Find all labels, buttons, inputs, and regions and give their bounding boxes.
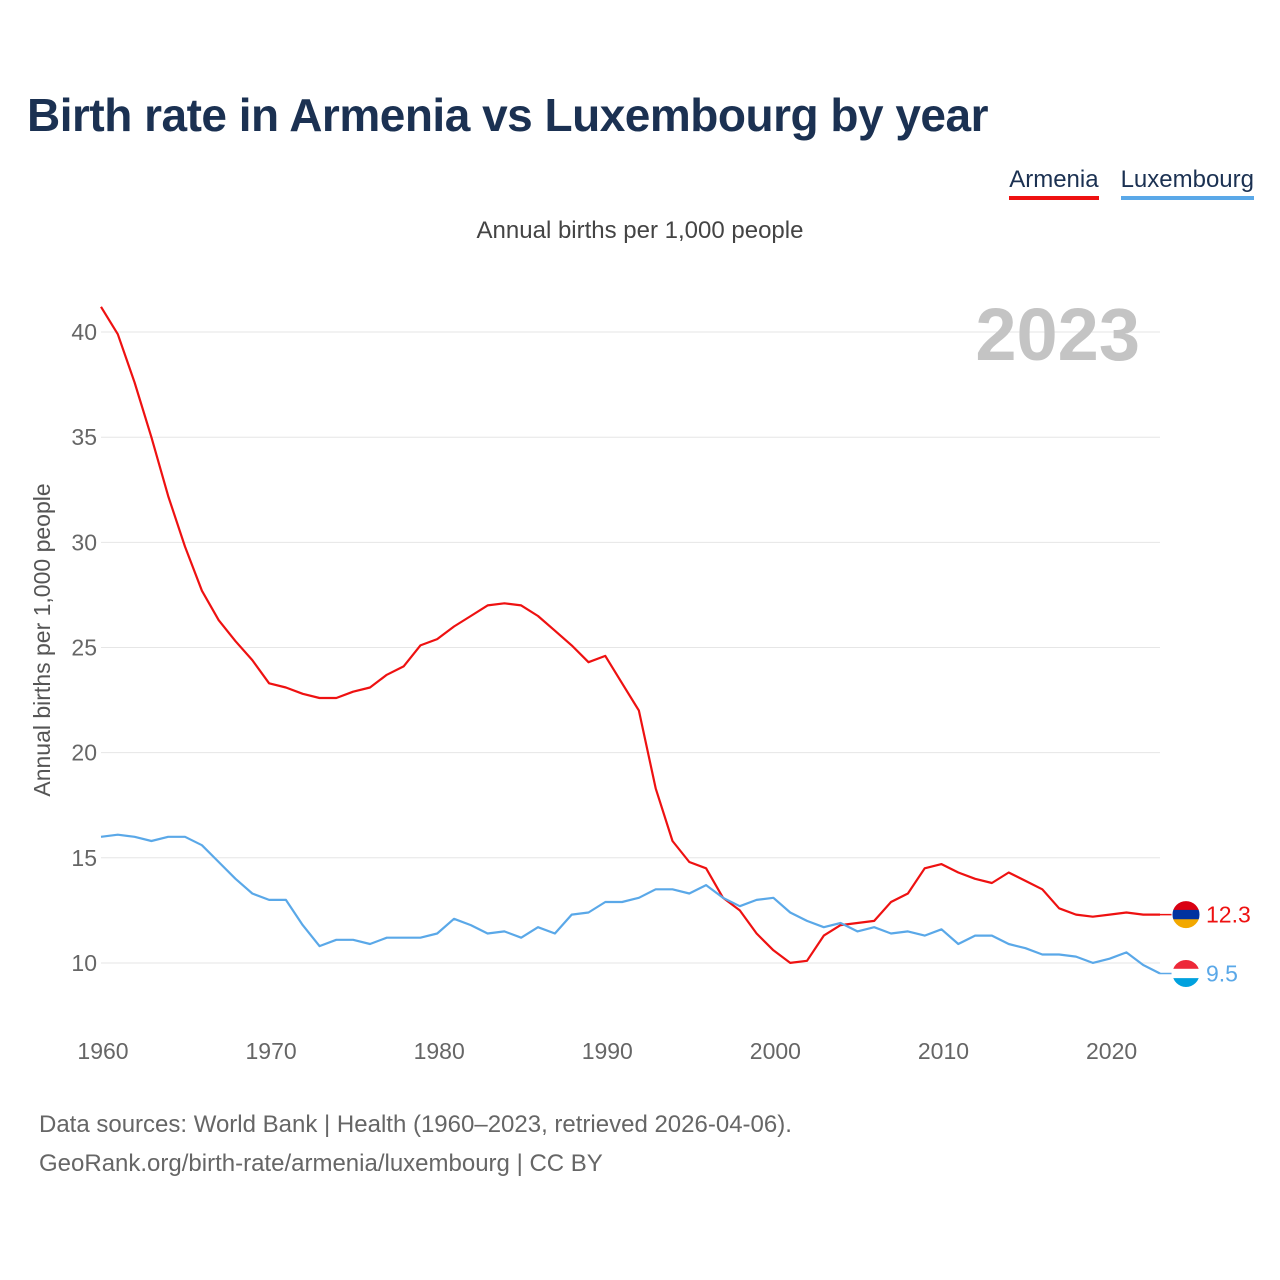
end-value-label-luxembourg: 9.5 — [1206, 960, 1238, 986]
x-tick-label: 2010 — [918, 1038, 969, 1064]
y-tick-label: 40 — [71, 319, 97, 345]
y-tick-label: 30 — [71, 529, 97, 555]
armenia-flag-ring — [1171, 900, 1201, 930]
footer: Data sources: World Bank | Health (1960–… — [39, 1105, 792, 1183]
luxembourg-flag-icon — [1172, 959, 1200, 988]
x-tick-label: 1990 — [582, 1038, 633, 1064]
series-line-luxembourg[interactable] — [100, 833, 1161, 975]
footer-sources: Data sources: World Bank | Health (1960–… — [39, 1111, 792, 1138]
y-axis-label: Annual births per 1,000 people — [29, 483, 55, 796]
y-tick-label: 25 — [71, 635, 97, 661]
y-tick-label: 20 — [71, 740, 97, 766]
armenia-flag-icon — [1172, 900, 1200, 929]
chart-title: Birth rate in Armenia vs Luxembourg by y… — [27, 89, 988, 141]
x-tick-label: 1960 — [77, 1038, 128, 1064]
x-tick-label: 2020 — [1086, 1038, 1137, 1064]
footer-link[interactable]: GeoRank.org/birth-rate/armenia/luxembour… — [39, 1150, 603, 1177]
luxembourg-flag-ring — [1171, 958, 1201, 988]
chart-subtitle: Annual births per 1,000 people — [476, 217, 804, 244]
y-tick-label: 35 — [71, 424, 97, 450]
x-tick-label: 1970 — [246, 1038, 297, 1064]
x-tick-label: 2000 — [750, 1038, 801, 1064]
legend-item-armenia[interactable]: Armenia — [1009, 166, 1099, 200]
legend: Armenia Luxembourg — [1009, 166, 1254, 200]
x-tick-label: 1980 — [414, 1038, 465, 1064]
year-overlay: 2023 — [975, 293, 1140, 376]
y-tick-label: 15 — [71, 845, 97, 871]
end-value-label-armenia: 12.3 — [1206, 902, 1251, 928]
legend-item-luxembourg[interactable]: Luxembourg — [1120, 166, 1254, 200]
series-line-armenia[interactable] — [100, 306, 1160, 965]
y-tick-label: 10 — [71, 950, 97, 976]
